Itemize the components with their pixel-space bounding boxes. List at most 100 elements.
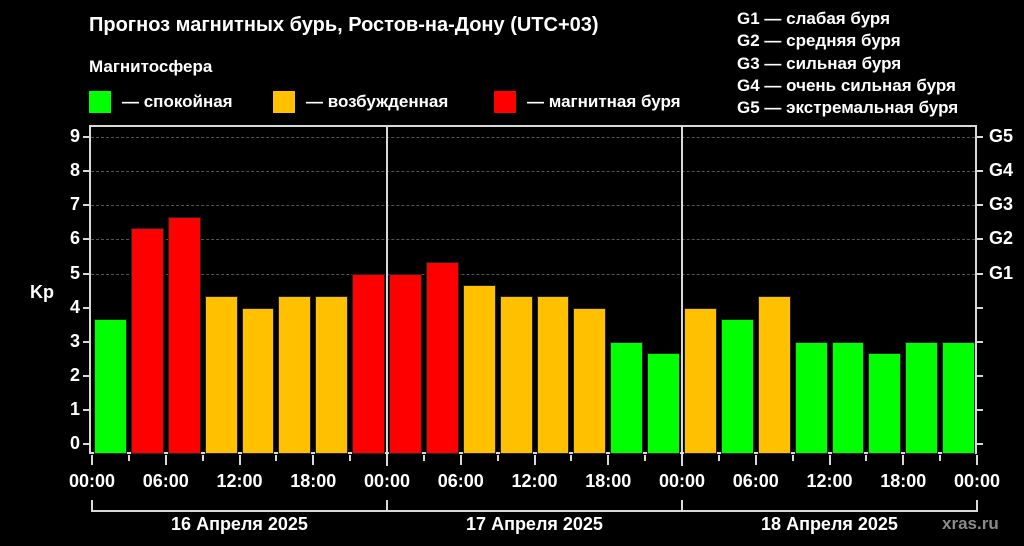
x-tick-minor — [127, 455, 130, 461]
storm-level-legend-item: G2 — средняя буря — [737, 31, 901, 51]
y-tick-label: 7 — [69, 194, 80, 215]
x-tick-minor — [201, 455, 204, 461]
right-tick — [977, 340, 983, 343]
day-bracket-tick — [976, 500, 978, 512]
watermark: xras.ru — [942, 514, 999, 533]
kp-bar — [757, 296, 791, 454]
x-tick-major — [386, 455, 388, 465]
day-label: 18 Апреля 2025 — [761, 514, 898, 534]
x-tick-label: 00:00 — [953, 471, 1001, 491]
y-tick — [83, 238, 89, 241]
kp-bar — [389, 273, 422, 454]
kp-bar — [794, 341, 828, 454]
g-scale-label: G5 — [989, 126, 1014, 147]
x-tick-label: 12:00 — [216, 471, 263, 491]
gridline — [91, 239, 975, 241]
y-axis-label: Kp — [30, 282, 54, 302]
day-bracket — [387, 510, 682, 512]
y-tick-label: 1 — [69, 398, 80, 419]
kp-bar — [720, 318, 754, 454]
x-tick-label: 18:00 — [290, 471, 337, 491]
storm-level-legend-item: G3 — сильная буря — [737, 53, 902, 73]
chart-title: Прогноз магнитных бурь, Ростов-на-Дону (… — [89, 14, 599, 36]
gridline — [91, 273, 975, 275]
legend-swatch — [89, 91, 111, 113]
day-divider — [681, 125, 683, 466]
y-tick — [83, 306, 89, 309]
kp-bar — [499, 296, 533, 454]
x-tick-major — [976, 455, 978, 465]
day-bracket-tick — [386, 500, 388, 512]
legend-item: — возбужденная — [273, 91, 448, 113]
x-tick-minor — [349, 455, 352, 461]
x-tick-minor — [570, 455, 573, 461]
x-tick-minor — [791, 455, 794, 461]
right-tick — [977, 136, 983, 139]
kp-bar — [425, 262, 459, 454]
right-tick — [977, 374, 983, 377]
x-tick-label: 12:00 — [511, 471, 558, 491]
x-tick-minor — [865, 455, 868, 461]
storm-level-legend-item: G4 — очень сильная буря — [737, 75, 956, 95]
g-scale-label: G4 — [989, 160, 1014, 181]
legend-label: — спокойная — [122, 92, 233, 111]
y-tick — [83, 340, 89, 343]
right-tick — [977, 306, 983, 309]
x-tick-label: 12:00 — [806, 471, 853, 491]
legend-item: — спокойная — [89, 91, 233, 113]
y-tick-label: 6 — [69, 228, 80, 249]
day-label: 17 Апреля 2025 — [466, 514, 603, 534]
right-tick — [977, 408, 983, 411]
x-tick-minor — [939, 455, 942, 461]
kp-bar — [831, 341, 865, 454]
x-tick-major — [238, 455, 241, 465]
right-tick — [977, 443, 983, 445]
legend-label: — возбужденная — [306, 92, 449, 111]
kp-bar — [684, 307, 717, 454]
kp-bar — [647, 352, 680, 454]
x-tick-label: 00:00 — [363, 471, 411, 491]
legend-label: — магнитная буря — [527, 92, 681, 111]
y-tick — [83, 204, 89, 207]
g-scale-label: G3 — [989, 194, 1014, 215]
right-tick — [977, 204, 983, 207]
x-tick-label: 06:00 — [142, 471, 189, 491]
x-tick-label: 00:00 — [658, 471, 706, 491]
y-tick-label: 3 — [69, 330, 80, 351]
kp-bar — [241, 307, 275, 454]
x-tick-label: 06:00 — [732, 471, 779, 491]
y-tick — [83, 170, 89, 173]
x-tick-label: 06:00 — [437, 471, 484, 491]
storm-level-legend: G1 — слабая буря G2 — средняя буря G3 — си… — [737, 8, 958, 119]
kp-bar — [610, 341, 644, 454]
day-bracket-tick — [91, 500, 93, 512]
day-label: 16 Апреля 2025 — [171, 514, 308, 534]
y-tick-label: 4 — [69, 296, 80, 317]
right-tick — [977, 272, 983, 275]
kp-bar — [278, 296, 312, 454]
kp-bar — [167, 216, 201, 454]
kp-bar — [204, 296, 238, 454]
legend-item: — магнитная буря — [494, 91, 681, 113]
x-tick-minor — [422, 455, 425, 461]
day-divider — [386, 125, 388, 466]
right-tick — [977, 238, 983, 241]
kp-bar — [868, 352, 902, 454]
x-tick-label: 18:00 — [880, 471, 927, 491]
x-tick-major — [754, 455, 757, 465]
x-tick-major — [164, 455, 167, 465]
y-tick — [83, 408, 89, 411]
legend-heading: Магнитосфера — [89, 57, 213, 76]
x-tick-major — [533, 455, 536, 465]
kp-bar — [942, 341, 975, 454]
day-bracket — [92, 510, 387, 512]
day-bracket — [682, 510, 977, 512]
gridline — [91, 137, 975, 139]
x-tick-minor — [644, 455, 647, 461]
kp-bar — [462, 284, 496, 454]
x-tick-major — [902, 455, 905, 465]
x-tick-major — [607, 455, 610, 465]
y-tick — [83, 272, 89, 275]
x-tick-major — [312, 455, 315, 465]
kp-bar — [352, 273, 385, 454]
